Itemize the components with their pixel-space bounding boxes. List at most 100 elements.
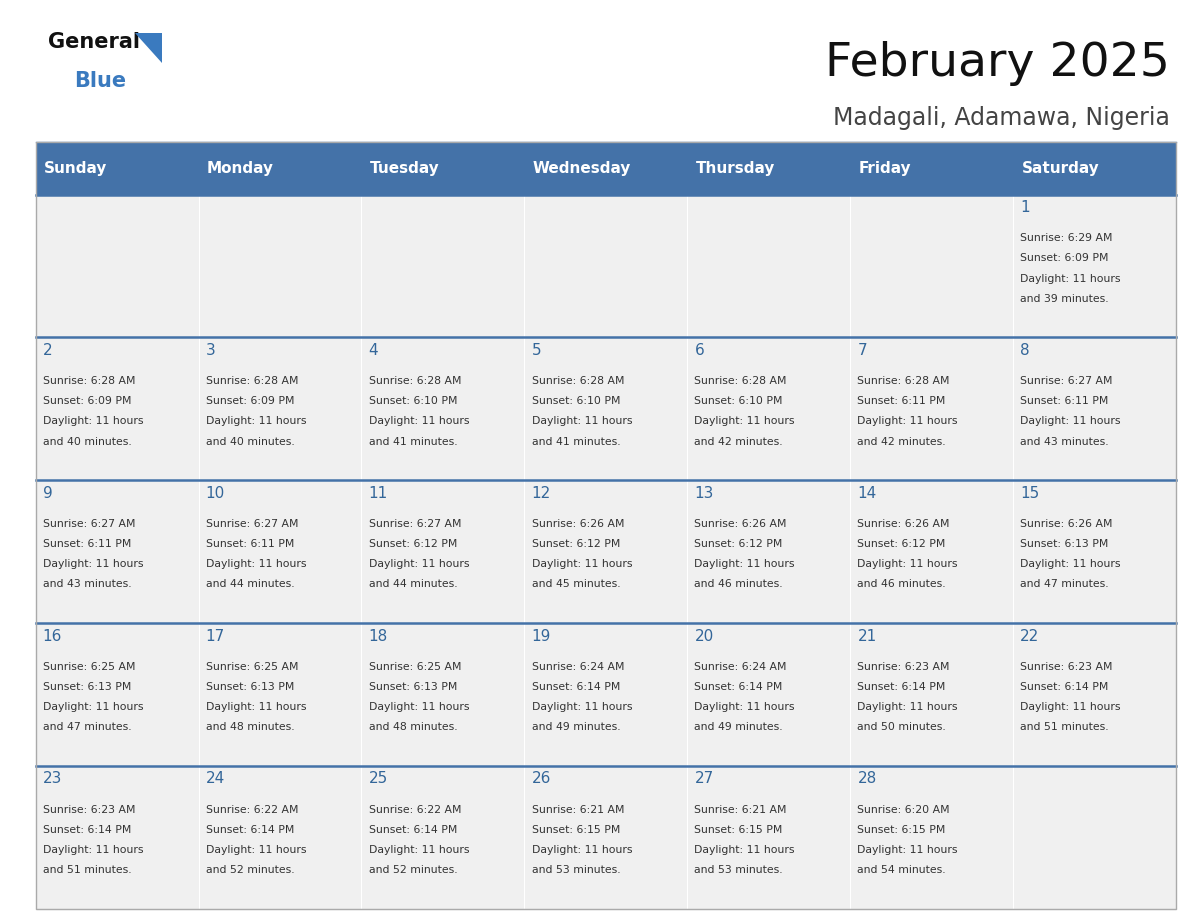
Bar (198, 195, 361, 338)
Text: Sunrise: 6:28 AM: Sunrise: 6:28 AM (206, 376, 298, 386)
Text: Wednesday: Wednesday (532, 161, 631, 176)
Text: 23: 23 (43, 771, 62, 787)
Text: Sunday: Sunday (44, 161, 107, 176)
Text: Sunrise: 6:27 AM: Sunrise: 6:27 AM (368, 519, 461, 529)
Bar (1013, 623, 1176, 766)
Text: 2: 2 (43, 343, 52, 358)
Bar (1013, 480, 1176, 623)
Bar (1013, 766, 1176, 909)
Text: Daylight: 11 hours: Daylight: 11 hours (858, 845, 958, 855)
Bar (524, 338, 688, 480)
Text: Sunrise: 6:23 AM: Sunrise: 6:23 AM (858, 662, 950, 672)
Text: and 51 minutes.: and 51 minutes. (1020, 722, 1108, 733)
Text: and 40 minutes.: and 40 minutes. (43, 437, 132, 446)
Text: Sunrise: 6:26 AM: Sunrise: 6:26 AM (858, 519, 950, 529)
Text: Sunrise: 6:26 AM: Sunrise: 6:26 AM (531, 519, 624, 529)
Text: Sunset: 6:15 PM: Sunset: 6:15 PM (531, 824, 620, 834)
Text: 17: 17 (206, 629, 225, 644)
Text: and 42 minutes.: and 42 minutes. (695, 437, 783, 446)
Bar (361, 338, 524, 480)
Text: and 51 minutes.: and 51 minutes. (43, 865, 132, 875)
Text: 3: 3 (206, 343, 215, 358)
Text: Sunset: 6:12 PM: Sunset: 6:12 PM (695, 539, 783, 549)
Text: Sunrise: 6:25 AM: Sunrise: 6:25 AM (206, 662, 298, 672)
Bar (198, 623, 361, 766)
Text: Sunset: 6:09 PM: Sunset: 6:09 PM (43, 397, 131, 406)
Bar (36, 195, 198, 338)
Text: Daylight: 11 hours: Daylight: 11 hours (206, 559, 307, 569)
Text: Tuesday: Tuesday (369, 161, 440, 176)
Text: Daylight: 11 hours: Daylight: 11 hours (858, 702, 958, 712)
Text: Daylight: 11 hours: Daylight: 11 hours (1020, 417, 1120, 426)
Text: Daylight: 11 hours: Daylight: 11 hours (368, 417, 469, 426)
Text: 22: 22 (1020, 629, 1040, 644)
Text: 28: 28 (858, 771, 877, 787)
Text: 7: 7 (858, 343, 867, 358)
Text: 9: 9 (43, 486, 52, 501)
Bar (36, 480, 198, 623)
Text: Sunset: 6:15 PM: Sunset: 6:15 PM (858, 824, 946, 834)
Text: Daylight: 11 hours: Daylight: 11 hours (206, 845, 307, 855)
Text: Sunrise: 6:25 AM: Sunrise: 6:25 AM (368, 662, 461, 672)
Text: Daylight: 11 hours: Daylight: 11 hours (43, 702, 144, 712)
Text: Sunset: 6:15 PM: Sunset: 6:15 PM (695, 824, 783, 834)
Text: 25: 25 (368, 771, 387, 787)
Text: 24: 24 (206, 771, 225, 787)
Text: Daylight: 11 hours: Daylight: 11 hours (1020, 559, 1120, 569)
Bar (36, 766, 198, 909)
Text: Blue: Blue (74, 71, 126, 91)
Text: Sunrise: 6:28 AM: Sunrise: 6:28 AM (858, 376, 950, 386)
Text: Sunrise: 6:26 AM: Sunrise: 6:26 AM (695, 519, 786, 529)
Bar (361, 623, 524, 766)
Text: and 50 minutes.: and 50 minutes. (858, 722, 946, 733)
Text: Sunrise: 6:22 AM: Sunrise: 6:22 AM (368, 804, 461, 814)
Text: 10: 10 (206, 486, 225, 501)
Bar (198, 480, 361, 623)
Text: 6: 6 (695, 343, 704, 358)
Text: Sunrise: 6:24 AM: Sunrise: 6:24 AM (531, 662, 624, 672)
Text: Sunrise: 6:28 AM: Sunrise: 6:28 AM (368, 376, 461, 386)
Text: Sunrise: 6:26 AM: Sunrise: 6:26 AM (1020, 519, 1113, 529)
Text: Daylight: 11 hours: Daylight: 11 hours (531, 702, 632, 712)
Text: Sunset: 6:14 PM: Sunset: 6:14 PM (368, 824, 457, 834)
Text: and 43 minutes.: and 43 minutes. (43, 579, 132, 589)
Bar (361, 480, 524, 623)
Text: Daylight: 11 hours: Daylight: 11 hours (695, 845, 795, 855)
Text: Sunrise: 6:28 AM: Sunrise: 6:28 AM (695, 376, 786, 386)
Text: Daylight: 11 hours: Daylight: 11 hours (858, 417, 958, 426)
Text: Sunset: 6:10 PM: Sunset: 6:10 PM (695, 397, 783, 406)
Text: Sunset: 6:14 PM: Sunset: 6:14 PM (695, 682, 783, 692)
Bar (688, 480, 851, 623)
Text: and 47 minutes.: and 47 minutes. (43, 722, 132, 733)
Polygon shape (135, 33, 162, 63)
Text: 5: 5 (531, 343, 542, 358)
Text: Daylight: 11 hours: Daylight: 11 hours (858, 559, 958, 569)
Text: and 49 minutes.: and 49 minutes. (531, 722, 620, 733)
Text: and 39 minutes.: and 39 minutes. (1020, 294, 1108, 304)
Text: 11: 11 (368, 486, 387, 501)
Bar (36, 623, 198, 766)
Text: Sunset: 6:14 PM: Sunset: 6:14 PM (531, 682, 620, 692)
Text: Sunset: 6:11 PM: Sunset: 6:11 PM (858, 397, 946, 406)
Text: Sunset: 6:13 PM: Sunset: 6:13 PM (206, 682, 295, 692)
Text: Daylight: 11 hours: Daylight: 11 hours (695, 417, 795, 426)
Bar (36, 338, 198, 480)
Text: 26: 26 (531, 771, 551, 787)
Text: Sunset: 6:14 PM: Sunset: 6:14 PM (206, 824, 295, 834)
Text: Daylight: 11 hours: Daylight: 11 hours (206, 702, 307, 712)
Text: Daylight: 11 hours: Daylight: 11 hours (531, 559, 632, 569)
Text: Sunset: 6:13 PM: Sunset: 6:13 PM (43, 682, 131, 692)
Bar (688, 766, 851, 909)
Text: and 52 minutes.: and 52 minutes. (206, 865, 295, 875)
Text: 18: 18 (368, 629, 387, 644)
Bar (851, 195, 1013, 338)
Text: Daylight: 11 hours: Daylight: 11 hours (1020, 274, 1120, 284)
Bar (851, 623, 1013, 766)
Text: Sunrise: 6:29 AM: Sunrise: 6:29 AM (1020, 233, 1113, 243)
Text: and 53 minutes.: and 53 minutes. (531, 865, 620, 875)
Text: and 53 minutes.: and 53 minutes. (695, 865, 783, 875)
Text: and 46 minutes.: and 46 minutes. (858, 579, 946, 589)
Text: Sunset: 6:11 PM: Sunset: 6:11 PM (206, 539, 295, 549)
Text: Sunrise: 6:27 AM: Sunrise: 6:27 AM (206, 519, 298, 529)
Text: Sunset: 6:14 PM: Sunset: 6:14 PM (1020, 682, 1108, 692)
